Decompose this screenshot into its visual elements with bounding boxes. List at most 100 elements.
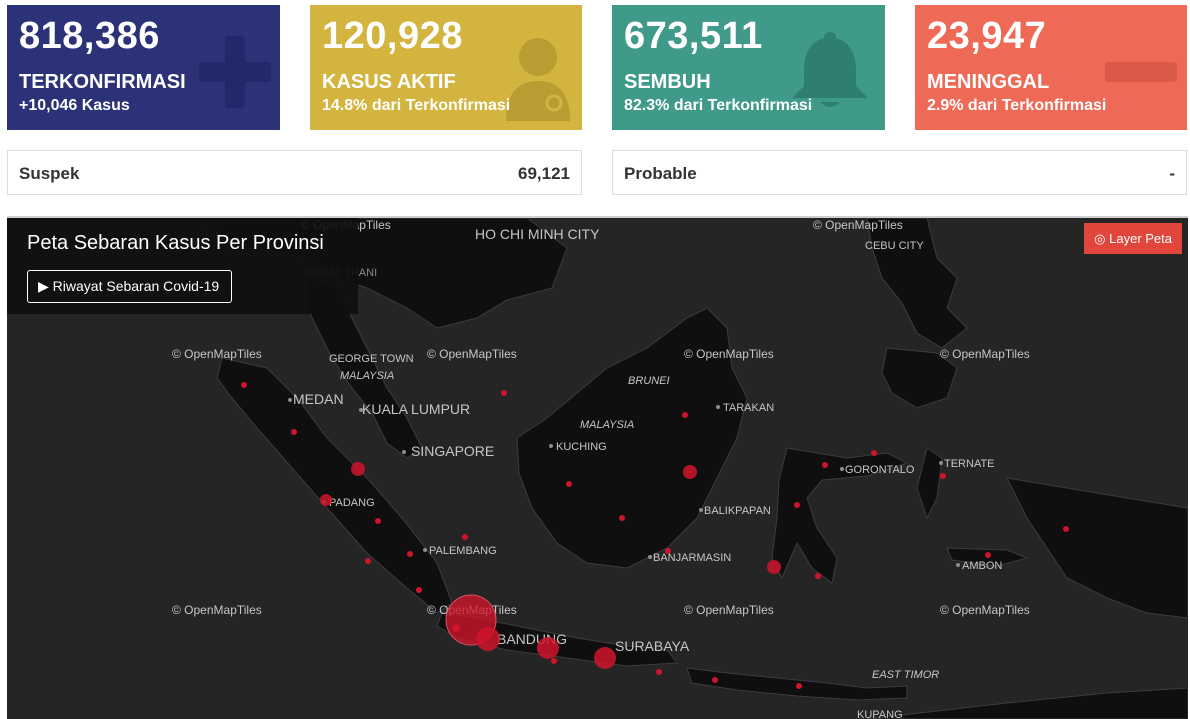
city-penang: GEORGE TOWN (329, 353, 414, 365)
city-surabaya: SURABAYA (615, 638, 690, 654)
minus-icon (1105, 62, 1177, 82)
plus-icon (199, 36, 271, 108)
city-singapore: SINGAPORE (411, 443, 494, 459)
attribution-6: © OpenMapTiles (940, 347, 1030, 361)
land-sulawesi (771, 447, 909, 584)
bell-icon (792, 32, 868, 107)
deaths-sub: 2.9% dari Terkonfirmasi (927, 97, 1107, 114)
recovered-count: 673,511 (624, 15, 763, 57)
city-padang: PADANG (329, 497, 375, 509)
case-marker-south-sumatra (407, 551, 413, 557)
province-map[interactable]: © OpenMapTiles © OpenMapTiles © OpenMapT… (7, 216, 1188, 719)
stat-suspect: Suspek 69,121 (7, 150, 582, 195)
attribution-9: © OpenMapTiles (684, 603, 774, 617)
city-kupang: KUPANG (857, 709, 903, 719)
case-marker-ntt (796, 683, 802, 689)
attribution-2: © OpenMapTiles (813, 218, 903, 232)
deaths-count: 23,947 (927, 15, 1047, 57)
case-marker-southeast-sulawesi (815, 573, 821, 579)
case-marker-north-sumatra (291, 429, 297, 435)
confirmed-sub: +10,046 Kasus (19, 97, 130, 114)
stat-probable: Probable - (612, 150, 1187, 195)
city-malaysia-e: MALAYSIA (580, 419, 634, 431)
city-balikpapan: BALIKPAPAN (704, 505, 771, 517)
history-button-label: Riwayat Sebaran Covid-19 (52, 278, 220, 294)
city-east-timor: EAST TIMOR (872, 669, 939, 681)
case-marker-kepri (501, 390, 507, 396)
case-marker-bengkulu (365, 558, 371, 564)
land-maluku (916, 447, 943, 520)
card-active: 120,928 KASUS AKTIF 14.8% dari Terkonfir… (310, 5, 582, 130)
case-marker-banten (452, 624, 460, 632)
case-marker-lampung (416, 587, 422, 593)
attribution-5: © OpenMapTiles (684, 347, 774, 361)
card-confirmed: 818,386 TERKONFIRMASI +10,046 Kasus (7, 5, 280, 130)
city-tarakan: TARAKAN (723, 402, 774, 414)
case-marker-north-maluku (940, 473, 946, 479)
case-marker-maluku (985, 552, 991, 558)
history-button[interactable]: ▶ Riwayat Sebaran Covid-19 (27, 270, 233, 303)
case-marker-west-java (476, 627, 500, 651)
city-ambon: AMBON (962, 560, 1002, 572)
card-deaths: 23,947 MENINGGAL 2.9% dari Terkonfirmasi (915, 5, 1187, 130)
active-label: KASUS AKTIF (322, 71, 456, 93)
card-recovered: 673,511 SEMBUH 82.3% dari Terkonfirmasi (612, 5, 885, 130)
attribution-4: © OpenMapTiles (427, 347, 517, 361)
attribution-3: © OpenMapTiles (172, 347, 262, 361)
attribution-10: © OpenMapTiles (940, 603, 1030, 617)
map-title-panel: Peta Sebaran Kasus Per Provinsi ▶ Riwaya… (7, 218, 358, 314)
case-marker-south-sulawesi (767, 560, 781, 574)
city-medan: MEDAN (293, 391, 344, 407)
land-malay-peninsula (304, 277, 423, 459)
stat-suspect-value: 69,121 (518, 164, 570, 183)
case-marker-bali (656, 669, 662, 675)
case-marker-yogya (551, 658, 557, 664)
confirmed-count: 818,386 (19, 15, 160, 57)
case-marker-gorontalo (822, 462, 828, 468)
case-marker-central-kalimantan (619, 515, 625, 521)
layer-button-label: Layer Peta (1109, 231, 1172, 246)
case-marker-west-sumatra (320, 494, 332, 506)
recovered-label: SEMBUH (624, 71, 711, 93)
land-papua (1006, 477, 1188, 619)
case-marker-central-sulawesi (794, 502, 800, 508)
land-australia (866, 687, 1188, 719)
land-sumatra (216, 357, 453, 614)
case-marker-north-kalimantan (682, 412, 688, 418)
active-sub: 14.8% dari Terkonfirmasi (322, 97, 511, 114)
case-marker-riau (351, 462, 365, 476)
case-markers[interactable] (241, 382, 1069, 689)
city-malaysia-w: MALAYSIA (340, 370, 394, 382)
recovered-sub: 82.3% dari Terkonfirmasi (624, 97, 813, 114)
layer-button[interactable]: ◎ Layer Peta (1084, 223, 1182, 254)
case-marker-west-papua (1063, 526, 1069, 532)
city-kl: KUALA LUMPUR (362, 401, 470, 417)
case-marker-north-sulawesi (871, 450, 877, 456)
stat-suspect-label: Suspek (19, 164, 80, 183)
city-gorontalo: GORONTALO (845, 464, 915, 476)
case-marker-babel (462, 534, 468, 540)
city-ternate: TERNATE (944, 458, 995, 470)
city-palembang: PALEMBANG (429, 545, 497, 557)
confirmed-label: TERKONFIRMASI (19, 71, 186, 93)
city-brunei: BRUNEI (628, 375, 670, 387)
city-banjarmasin: BANJARMASIN (653, 552, 731, 564)
land-borneo (516, 307, 748, 569)
play-icon: ▶ (38, 278, 49, 294)
attribution-7: © OpenMapTiles (172, 603, 262, 617)
land-mindanao (881, 347, 958, 409)
case-marker-jambi (375, 518, 381, 524)
case-marker-west-kalimantan (566, 481, 572, 487)
land-philippines (866, 218, 968, 349)
city-hcm: HO CHI MINH CITY (475, 226, 600, 242)
deaths-label: MENINGGAL (927, 71, 1050, 93)
case-marker-central-java (537, 637, 559, 659)
case-marker-aceh (241, 382, 247, 388)
active-count: 120,928 (322, 15, 463, 57)
case-marker-ntb (712, 677, 718, 683)
target-icon: ◎ (1094, 231, 1106, 246)
case-marker-south-kalimantan (665, 548, 671, 554)
case-marker-east-kalimantan (683, 465, 697, 479)
city-cebu: CEBU CITY (865, 240, 924, 252)
map-title: Peta Sebaran Kasus Per Provinsi (27, 232, 324, 254)
